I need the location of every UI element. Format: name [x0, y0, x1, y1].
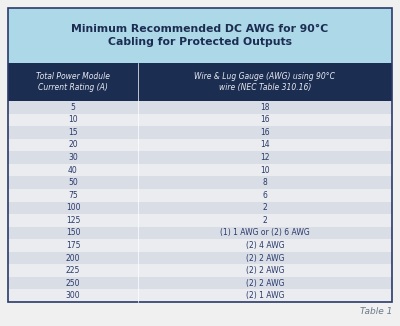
Text: 15: 15 — [68, 128, 78, 137]
FancyBboxPatch shape — [138, 151, 392, 164]
Text: Wire & Lug Gauge (AWG) using 90°C
wire (NEC Table 310.16): Wire & Lug Gauge (AWG) using 90°C wire (… — [194, 72, 336, 92]
Text: 14: 14 — [260, 141, 270, 149]
FancyBboxPatch shape — [138, 176, 392, 189]
FancyBboxPatch shape — [138, 113, 392, 126]
FancyBboxPatch shape — [138, 227, 392, 239]
Text: Minimum Recommended DC AWG for 90°C
Cabling for Protected Outputs: Minimum Recommended DC AWG for 90°C Cabl… — [71, 24, 329, 47]
FancyBboxPatch shape — [138, 189, 392, 201]
Text: (2) 1 AWG: (2) 1 AWG — [246, 291, 284, 300]
Text: (2) 4 AWG: (2) 4 AWG — [246, 241, 284, 250]
FancyBboxPatch shape — [8, 8, 392, 63]
FancyBboxPatch shape — [138, 252, 392, 264]
Text: 20: 20 — [68, 141, 78, 149]
Text: 8: 8 — [263, 178, 267, 187]
FancyBboxPatch shape — [138, 277, 392, 289]
Text: 18: 18 — [260, 103, 270, 112]
FancyBboxPatch shape — [8, 101, 138, 113]
FancyBboxPatch shape — [138, 139, 392, 151]
Text: 150: 150 — [66, 229, 80, 237]
FancyBboxPatch shape — [138, 289, 392, 302]
Text: 40: 40 — [68, 166, 78, 175]
Text: 250: 250 — [66, 279, 80, 288]
FancyBboxPatch shape — [8, 189, 138, 201]
FancyBboxPatch shape — [138, 201, 392, 214]
Text: 10: 10 — [68, 115, 78, 124]
FancyBboxPatch shape — [138, 101, 392, 113]
Text: 100: 100 — [66, 203, 80, 212]
Text: 75: 75 — [68, 191, 78, 200]
FancyBboxPatch shape — [8, 176, 138, 189]
FancyBboxPatch shape — [138, 63, 392, 101]
Text: 6: 6 — [262, 191, 268, 200]
FancyBboxPatch shape — [8, 252, 138, 264]
Text: 175: 175 — [66, 241, 80, 250]
Text: 30: 30 — [68, 153, 78, 162]
Text: (2) 2 AWG: (2) 2 AWG — [246, 266, 284, 275]
Text: 300: 300 — [66, 291, 80, 300]
Text: 2: 2 — [263, 203, 267, 212]
FancyBboxPatch shape — [8, 227, 138, 239]
Text: 12: 12 — [260, 153, 270, 162]
Text: 125: 125 — [66, 216, 80, 225]
FancyBboxPatch shape — [8, 277, 138, 289]
FancyBboxPatch shape — [138, 264, 392, 277]
Text: (1) 1 AWG or (2) 6 AWG: (1) 1 AWG or (2) 6 AWG — [220, 229, 310, 237]
FancyBboxPatch shape — [8, 264, 138, 277]
Text: Table 1: Table 1 — [360, 307, 392, 317]
FancyBboxPatch shape — [8, 63, 138, 101]
Text: 50: 50 — [68, 178, 78, 187]
FancyBboxPatch shape — [8, 201, 138, 214]
Text: 16: 16 — [260, 128, 270, 137]
Text: 200: 200 — [66, 254, 80, 262]
FancyBboxPatch shape — [138, 214, 392, 227]
Text: 16: 16 — [260, 115, 270, 124]
Text: (2) 2 AWG: (2) 2 AWG — [246, 254, 284, 262]
Text: 2: 2 — [263, 216, 267, 225]
Text: Total Power Module
Current Rating (A): Total Power Module Current Rating (A) — [36, 72, 110, 92]
Text: (2) 2 AWG: (2) 2 AWG — [246, 279, 284, 288]
FancyBboxPatch shape — [138, 239, 392, 252]
Text: 5: 5 — [70, 103, 76, 112]
FancyBboxPatch shape — [8, 289, 138, 302]
FancyBboxPatch shape — [8, 113, 138, 126]
FancyBboxPatch shape — [138, 164, 392, 176]
FancyBboxPatch shape — [8, 151, 138, 164]
FancyBboxPatch shape — [8, 164, 138, 176]
FancyBboxPatch shape — [8, 239, 138, 252]
FancyBboxPatch shape — [8, 126, 138, 139]
Text: 10: 10 — [260, 166, 270, 175]
FancyBboxPatch shape — [8, 139, 138, 151]
FancyBboxPatch shape — [8, 214, 138, 227]
FancyBboxPatch shape — [138, 126, 392, 139]
Text: 225: 225 — [66, 266, 80, 275]
